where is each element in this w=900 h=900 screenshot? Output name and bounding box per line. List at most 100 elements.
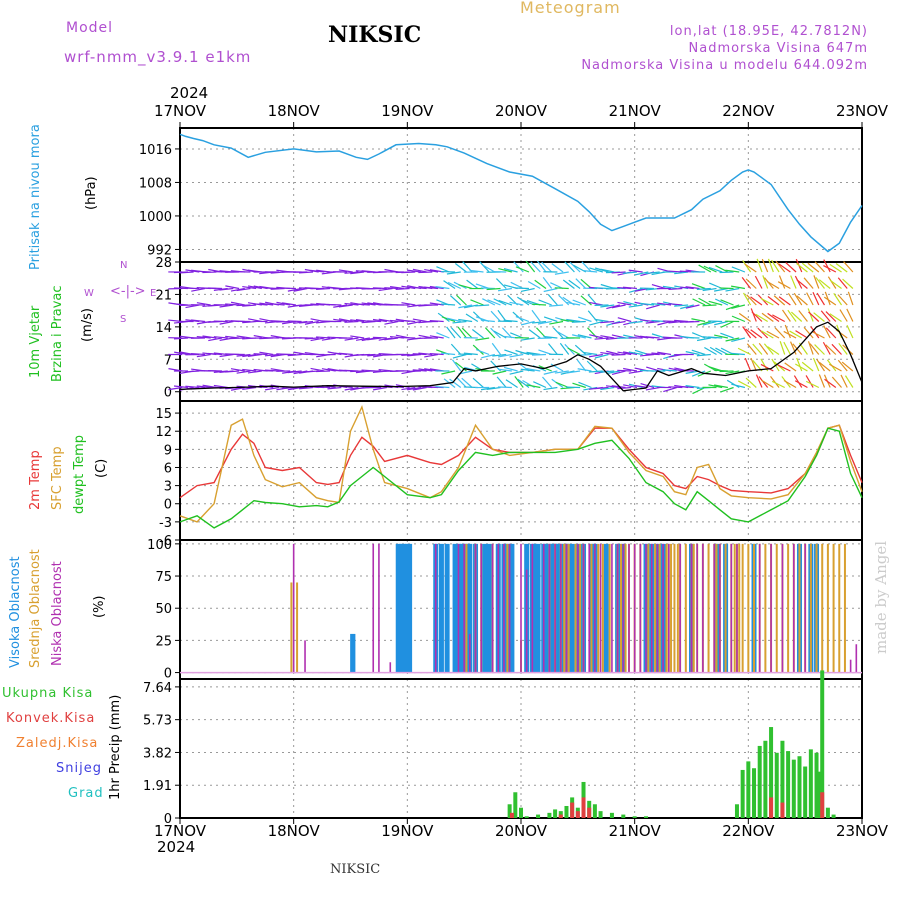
- y-tick-label: 1016: [139, 143, 172, 158]
- y-tick-label: 1000: [139, 210, 172, 225]
- y-tick-label: 0: [164, 812, 172, 827]
- cloud-high-bar: [482, 543, 488, 673]
- wind-barb: [697, 320, 711, 326]
- precip-total-bar: [803, 766, 808, 818]
- cloud-high-bar: [438, 543, 444, 673]
- wind-barb: [813, 275, 820, 289]
- wind-barb: [657, 302, 672, 306]
- wind-barb: [831, 343, 842, 355]
- wind-barb: [801, 262, 814, 273]
- wind-barb: [446, 326, 456, 339]
- wind-barb: [543, 335, 558, 339]
- cloud-low-bar: [730, 543, 733, 673]
- model-elevation-label: Nadmorska Visina u modelu 644.092m: [581, 58, 868, 73]
- wind-barb: [372, 318, 387, 323]
- wind-barb: [497, 368, 512, 372]
- wind-barb: [406, 353, 422, 357]
- wind-barb: [578, 381, 592, 389]
- y-tick-label: 100: [147, 538, 172, 553]
- wind-barb: [202, 335, 217, 339]
- cloud-high-bar: [350, 633, 356, 673]
- y-tick-label: 3.82: [143, 746, 172, 761]
- cloud-high-bar: [603, 543, 609, 673]
- wind-barb: [662, 320, 677, 323]
- wind-barb: [520, 337, 535, 341]
- cloud-mid-bar: [692, 543, 695, 673]
- wind-barb: [429, 335, 444, 339]
- wind-barb: [316, 287, 331, 290]
- wind-barb: [389, 285, 405, 290]
- wind-barb: [454, 263, 467, 273]
- wind-barb: [549, 320, 564, 325]
- wind-barb: [344, 386, 359, 391]
- wind-barb: [575, 278, 587, 289]
- cloud-high-bar: [543, 543, 549, 673]
- wind-barb: [372, 336, 387, 339]
- wind-barb: [219, 304, 234, 308]
- wind-barb: [458, 304, 473, 309]
- wind-barb: [628, 370, 643, 374]
- cloud-low-bar: [719, 543, 721, 673]
- wind-barb: [412, 369, 427, 372]
- wind-barb: [754, 275, 763, 289]
- wind-barb: [634, 287, 649, 292]
- wind-barb: [401, 302, 416, 306]
- cloud-mid-bar: [733, 543, 736, 673]
- wind-barb: [611, 271, 626, 274]
- cloud-mid-bar: [747, 543, 750, 673]
- wind-barb: [628, 287, 643, 293]
- precip-total-bar: [797, 756, 802, 818]
- wind-barb: [505, 379, 518, 388]
- wind-barb: [831, 376, 842, 388]
- wind-barb: [843, 261, 854, 273]
- wind-barb: [562, 279, 575, 289]
- wind-barb: [623, 300, 638, 306]
- wind-barb: [628, 304, 643, 308]
- wind-barb: [600, 304, 615, 308]
- wind-barb: [497, 309, 507, 322]
- wind-barb: [725, 269, 740, 273]
- wind-barb: [696, 337, 711, 342]
- wind-barb: [418, 271, 433, 274]
- wind-barb: [787, 292, 797, 306]
- wind-barb: [475, 348, 490, 356]
- x-tick-label-bottom: 17NOV: [154, 822, 207, 840]
- cloud-mid-bar: [753, 543, 756, 673]
- wind-barb: [730, 352, 745, 356]
- wind-barb: [741, 276, 752, 289]
- wind-barb: [611, 370, 626, 376]
- wind-barb: [715, 265, 729, 273]
- wind-barb: [230, 287, 245, 292]
- wind-barb: [310, 303, 325, 306]
- wind-barb: [572, 382, 586, 389]
- wind-barb: [726, 379, 740, 389]
- wind-barb: [714, 298, 729, 306]
- wind-barb: [225, 303, 240, 306]
- wind-barb: [580, 295, 592, 306]
- wind-barb: [509, 301, 524, 306]
- wind-barb: [344, 337, 359, 341]
- wind-barb: [814, 261, 825, 273]
- wind-barb: [568, 279, 581, 289]
- wind-barb: [401, 271, 416, 274]
- wind-barb: [600, 320, 615, 324]
- y-tick-label: 12: [155, 425, 172, 440]
- wind-barb: [528, 329, 541, 339]
- wind-barb: [742, 292, 752, 306]
- elevation-label: Nadmorska Visina 647m: [688, 41, 868, 56]
- precip-total-bar: [780, 740, 785, 818]
- wind-barb: [829, 263, 842, 273]
- wind-barb: [287, 287, 302, 292]
- wind-barb: [509, 370, 524, 375]
- wind-barb: [569, 261, 581, 273]
- wind-barb: [809, 343, 820, 355]
- wind-barb: [766, 280, 780, 290]
- wind-barb: [703, 265, 717, 273]
- wind-barb: [731, 266, 746, 273]
- wind-barb: [225, 370, 240, 373]
- wind-barb: [645, 271, 660, 275]
- wind-barb: [720, 320, 734, 328]
- wind-barb: [491, 342, 502, 355]
- cloud-low-bar: [577, 543, 579, 673]
- cloud-mid-bar: [647, 543, 650, 673]
